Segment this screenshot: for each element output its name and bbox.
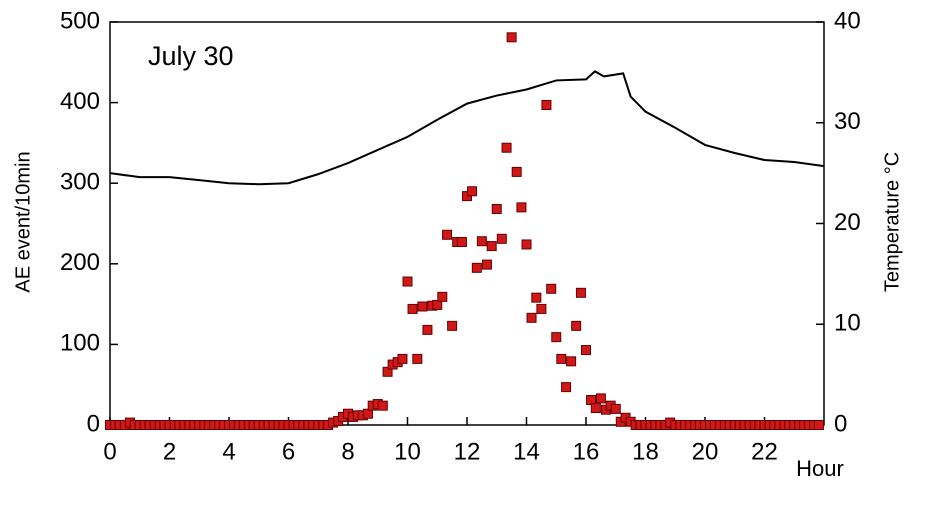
- ae-point: [402, 276, 413, 287]
- ae-point: [437, 291, 448, 302]
- x-tick-label: 10: [394, 438, 421, 465]
- ae-point: [526, 312, 537, 323]
- ae-point: [506, 32, 517, 43]
- ae-point: [486, 241, 497, 252]
- ae-point: [407, 303, 418, 314]
- ae-point: [397, 353, 408, 364]
- ae-point: [442, 229, 453, 240]
- x-tick-label: 4: [222, 438, 235, 465]
- ae-point: [546, 283, 557, 294]
- ae-point: [377, 400, 388, 411]
- x-tick-label: 18: [632, 438, 659, 465]
- y-tick-label: 200: [60, 249, 100, 276]
- ae-point: [476, 236, 487, 247]
- ae-point: [432, 299, 443, 310]
- ae-point: [581, 345, 591, 356]
- chart-title: July 30: [148, 41, 234, 71]
- ae-point: [566, 356, 577, 367]
- ae-point: [511, 166, 522, 177]
- y-tick-label: 0: [87, 410, 100, 437]
- x-tick-label: 14: [513, 438, 540, 465]
- ae-point: [516, 202, 527, 213]
- y2-tick-label: 20: [834, 209, 861, 236]
- ae-point: [521, 239, 532, 250]
- ae-point: [561, 382, 572, 393]
- ae-point: [813, 420, 824, 430]
- x-tick-label: 6: [282, 438, 295, 465]
- ae-point: [471, 262, 482, 273]
- ae-point: [422, 324, 433, 335]
- y2-tick-label: 0: [834, 410, 847, 437]
- ae-point: [595, 393, 606, 404]
- ae-point: [496, 233, 507, 244]
- ae-point: [491, 203, 502, 214]
- ae-point: [417, 301, 428, 312]
- ae-point: [501, 142, 512, 153]
- ae-point: [541, 100, 552, 111]
- x-tick-label: 12: [454, 438, 481, 465]
- ae-point: [456, 237, 467, 248]
- ae-point: [412, 353, 423, 364]
- x-tick-label: 16: [573, 438, 600, 465]
- x-tick-label: 2: [163, 438, 176, 465]
- ae-point: [590, 403, 601, 414]
- x-tick-label: 8: [341, 438, 354, 465]
- y-tick-label: 500: [60, 7, 100, 34]
- ae-point: [610, 403, 621, 414]
- y-tick-label: 400: [60, 88, 100, 115]
- y-axis-label: AE event/10min: [12, 151, 34, 292]
- x-tick-label: 20: [692, 438, 719, 465]
- ae-point: [571, 320, 582, 331]
- x-tick-label: 22: [751, 438, 778, 465]
- y2-tick-label: 40: [834, 7, 861, 34]
- ae-point: [531, 292, 542, 303]
- ae-point: [447, 320, 458, 331]
- ae-point: [556, 353, 567, 364]
- x-axis-label: Hour: [796, 456, 844, 481]
- ae-point: [551, 332, 562, 343]
- x-tick-label: 0: [103, 438, 116, 465]
- temperature-line: [109, 70, 825, 186]
- y2-tick-label: 10: [834, 310, 861, 337]
- ae-point: [467, 186, 478, 197]
- plot-frame: [109, 21, 825, 426]
- y-tick-label: 100: [60, 330, 100, 357]
- y-tick-label: 300: [60, 169, 100, 196]
- ae-point: [536, 303, 547, 314]
- ae-point: [575, 287, 586, 298]
- ae-point: [481, 259, 492, 270]
- ae-point: [382, 366, 393, 377]
- y2-axis-label: Temperature °C: [881, 152, 903, 292]
- y2-tick-label: 30: [834, 108, 861, 135]
